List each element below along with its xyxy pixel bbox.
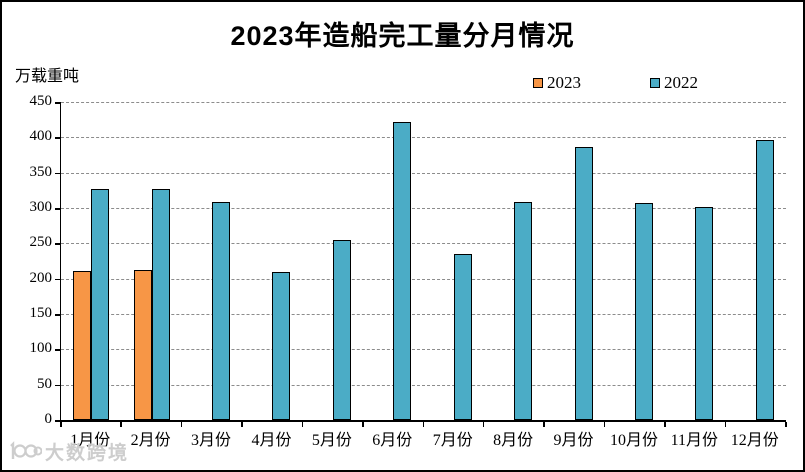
x-axis-tick-mark-6 bbox=[422, 422, 424, 427]
gridline-250 bbox=[61, 243, 786, 245]
x-axis-tick-mark-11 bbox=[724, 422, 727, 427]
y-axis-tick-label-250: 250 bbox=[29, 234, 53, 251]
legend-swatch-2022 bbox=[650, 78, 660, 88]
x-axis-label-10: 10月份 bbox=[609, 432, 658, 449]
watermark: 大数跨境 bbox=[8, 438, 129, 465]
gridline-400 bbox=[61, 137, 786, 139]
y-axis-tick-mark-450 bbox=[55, 102, 60, 104]
y-axis-tick-label-450: 450 bbox=[29, 93, 53, 109]
gridline-150 bbox=[61, 314, 786, 315]
bar-2022-5月份 bbox=[332, 239, 351, 420]
y-axis-tick-mark-250 bbox=[55, 243, 60, 245]
x-axis-tick-mark-5 bbox=[362, 422, 364, 427]
bar-2023-1月份 bbox=[73, 270, 92, 420]
y-axis-tick-label-50: 50 bbox=[37, 375, 52, 392]
x-axis-label-12: 12月份 bbox=[730, 432, 779, 449]
legend-label-2023: 2023 bbox=[547, 73, 581, 92]
y-axis-tick-mark-200 bbox=[55, 278, 60, 281]
gridline-450 bbox=[61, 102, 786, 103]
bar-2022-10月份 bbox=[634, 203, 653, 420]
bar-2022-9月份 bbox=[574, 147, 593, 420]
y-axis-tick-mark-400 bbox=[55, 137, 60, 139]
gridline-350 bbox=[61, 172, 786, 174]
bar-2022-12月份 bbox=[755, 140, 774, 420]
y-axis-tick-mark-100 bbox=[55, 349, 60, 351]
y-axis-tick-label-400: 400 bbox=[29, 128, 53, 145]
bar-2022-11月份 bbox=[695, 206, 714, 420]
legend: 2023 2022 bbox=[2, 73, 803, 93]
gridline-200 bbox=[61, 278, 786, 280]
y-axis-tick-label-300: 300 bbox=[29, 199, 53, 215]
bar-2022-8月份 bbox=[514, 202, 533, 420]
y-axis-tick-label-150: 150 bbox=[29, 305, 53, 321]
legend-item-2022: 2022 bbox=[650, 73, 698, 93]
y-axis-tick-label-0: 0 bbox=[44, 411, 53, 427]
bar-2022-4月份 bbox=[272, 271, 291, 420]
y-axis-tick-label-350: 350 bbox=[29, 163, 53, 180]
bar-2023-2月份 bbox=[133, 270, 152, 420]
y-axis-tick-mark-300 bbox=[55, 208, 60, 210]
x-axis-label-8: 8月份 bbox=[493, 432, 534, 449]
x-axis-label-6: 6月份 bbox=[372, 432, 413, 449]
legend-item-2023: 2023 bbox=[533, 73, 581, 93]
bar-2022-6月份 bbox=[393, 121, 412, 420]
x-axis-tick-mark-3 bbox=[241, 422, 243, 427]
x-axis-label-3: 3月份 bbox=[191, 432, 232, 449]
watermark-logo-icon bbox=[10, 440, 42, 459]
x-axis-tick-mark-12 bbox=[785, 422, 787, 427]
x-axis-label-9: 9月份 bbox=[553, 432, 594, 449]
x-axis-tick-mark-2 bbox=[180, 422, 183, 427]
x-axis-label-2: 2月份 bbox=[130, 432, 171, 449]
x-axis-tick-mark-10 bbox=[664, 422, 666, 427]
x-axis-tick-mark-0 bbox=[60, 422, 62, 427]
bar-2022-1月份 bbox=[91, 188, 110, 420]
plot-area bbox=[60, 102, 786, 422]
legend-label-2022: 2022 bbox=[664, 73, 698, 92]
x-axis-tick-mark-1 bbox=[120, 422, 122, 427]
x-axis-tick-mark-8 bbox=[543, 422, 545, 427]
y-axis-tick-label-200: 200 bbox=[29, 269, 53, 286]
y-axis-tick-mark-50 bbox=[55, 384, 60, 387]
x-axis-tick-mark-4 bbox=[301, 422, 304, 427]
bar-2022-2月份 bbox=[151, 188, 170, 420]
x-axis-label-4: 4月份 bbox=[251, 432, 292, 449]
y-axis-title: 万载重吨 bbox=[15, 68, 80, 85]
bar-2022-7月份 bbox=[453, 253, 472, 420]
gridline-100 bbox=[61, 349, 786, 351]
y-axis-tick-mark-350 bbox=[55, 172, 60, 175]
y-axis-tick-label-100: 100 bbox=[29, 340, 53, 357]
gridline-300 bbox=[61, 208, 786, 209]
x-axis-label-11: 11月份 bbox=[670, 432, 719, 449]
watermark-text: 大数跨境 bbox=[45, 443, 130, 464]
x-axis-label-5: 5月份 bbox=[311, 432, 352, 449]
chart-title: 2023年造船完工量分月情况 bbox=[230, 21, 575, 51]
gridline-50 bbox=[61, 384, 786, 386]
legend-swatch-2023 bbox=[533, 78, 543, 88]
bar-2022-3月份 bbox=[212, 201, 231, 420]
y-axis-tick-mark-150 bbox=[55, 314, 60, 316]
x-axis-label-1: 1月份 bbox=[70, 432, 111, 449]
x-axis-label-7: 7月份 bbox=[432, 432, 473, 449]
y-axis-tick-mark-0 bbox=[55, 420, 60, 422]
x-axis-tick-mark-9 bbox=[603, 422, 606, 427]
x-axis-tick-mark-7 bbox=[482, 422, 485, 427]
